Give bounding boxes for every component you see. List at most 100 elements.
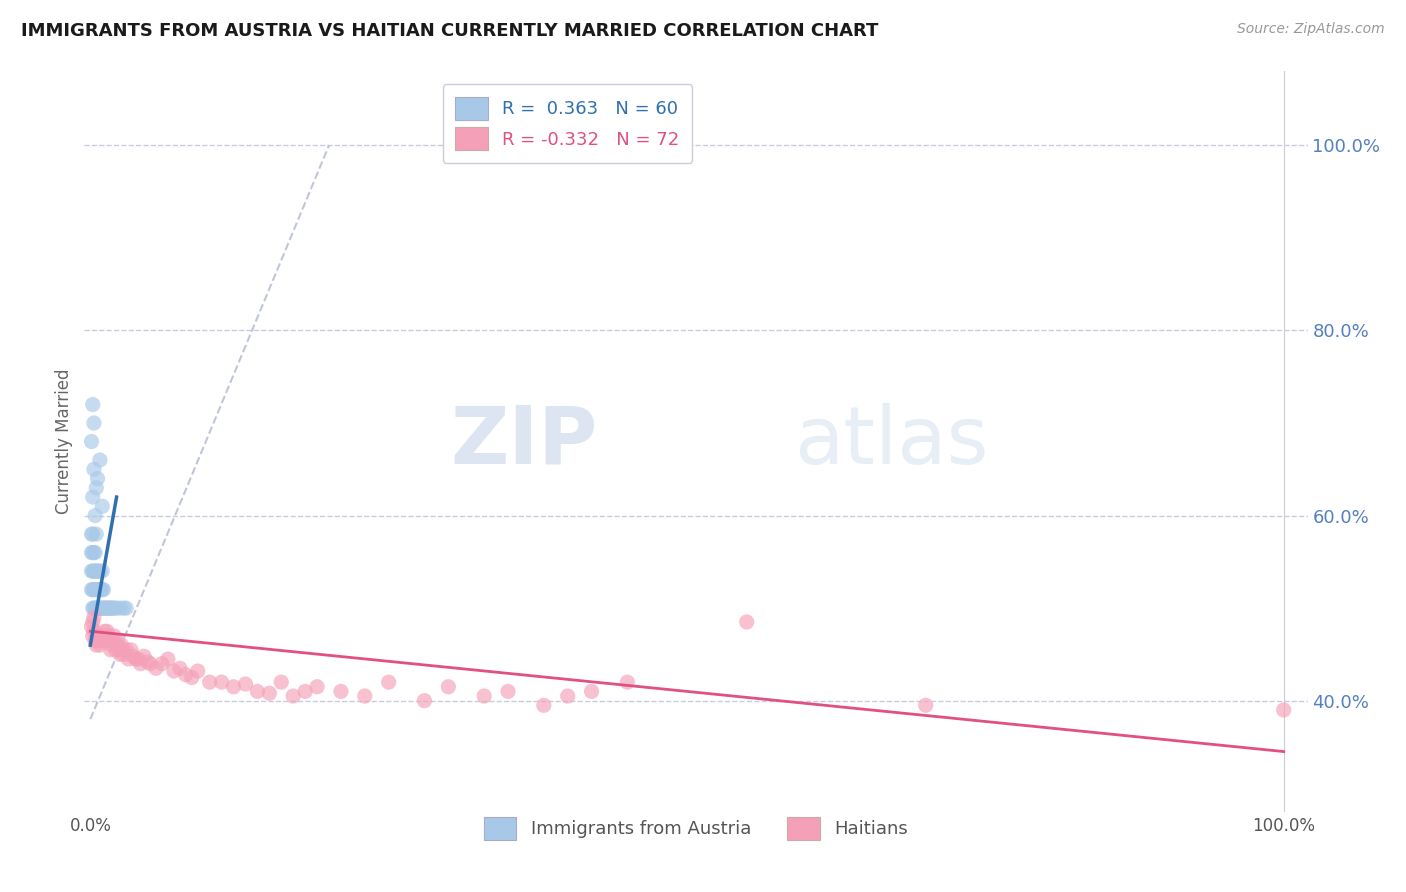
Point bbox=[97, 629, 120, 643]
Point bbox=[83, 624, 105, 639]
Point bbox=[100, 601, 122, 615]
Text: IMMIGRANTS FROM AUSTRIA VS HAITIAN CURRENTLY MARRIED CORRELATION CHART: IMMIGRANTS FROM AUSTRIA VS HAITIAN CURRE… bbox=[21, 22, 879, 40]
Point bbox=[93, 582, 115, 597]
Point bbox=[96, 601, 118, 615]
Point bbox=[80, 620, 103, 634]
Point bbox=[90, 582, 112, 597]
Point bbox=[82, 527, 104, 541]
Point bbox=[150, 657, 173, 671]
Point bbox=[87, 582, 110, 597]
Text: atlas: atlas bbox=[794, 402, 988, 481]
Point bbox=[101, 601, 124, 615]
Point bbox=[472, 689, 495, 703]
Point bbox=[270, 675, 292, 690]
Point bbox=[80, 434, 103, 449]
Point bbox=[89, 564, 111, 578]
Point bbox=[198, 675, 221, 690]
Point bbox=[83, 462, 105, 476]
Point bbox=[80, 564, 103, 578]
Point bbox=[129, 657, 152, 671]
Point bbox=[117, 652, 139, 666]
Point bbox=[84, 527, 107, 541]
Point bbox=[103, 601, 125, 615]
Point bbox=[84, 564, 107, 578]
Point bbox=[108, 648, 131, 662]
Point bbox=[94, 633, 117, 648]
Point bbox=[87, 633, 110, 648]
Point bbox=[496, 684, 519, 698]
Point bbox=[127, 652, 149, 666]
Point bbox=[96, 624, 118, 639]
Point bbox=[235, 677, 257, 691]
Point bbox=[187, 664, 209, 678]
Point bbox=[83, 545, 105, 560]
Point bbox=[93, 624, 115, 639]
Point bbox=[735, 615, 758, 629]
Point bbox=[93, 601, 115, 615]
Point bbox=[98, 601, 121, 615]
Y-axis label: Currently Married: Currently Married bbox=[55, 368, 73, 515]
Point bbox=[91, 582, 114, 597]
Point bbox=[329, 684, 352, 698]
Point bbox=[132, 649, 155, 664]
Point bbox=[108, 601, 131, 615]
Point bbox=[222, 680, 245, 694]
Point bbox=[115, 642, 138, 657]
Point bbox=[82, 398, 104, 412]
Point bbox=[110, 638, 132, 652]
Point bbox=[84, 481, 107, 495]
Point bbox=[100, 642, 122, 657]
Point bbox=[86, 472, 108, 486]
Point bbox=[105, 638, 128, 652]
Point bbox=[101, 633, 124, 648]
Point bbox=[86, 582, 108, 597]
Point bbox=[120, 642, 142, 657]
Point bbox=[97, 601, 120, 615]
Point bbox=[86, 601, 108, 615]
Point bbox=[84, 601, 107, 615]
Point bbox=[80, 545, 103, 560]
Point bbox=[94, 601, 117, 615]
Point bbox=[83, 601, 105, 615]
Point bbox=[616, 675, 638, 690]
Point bbox=[83, 564, 105, 578]
Point bbox=[82, 615, 104, 629]
Point bbox=[87, 564, 110, 578]
Point bbox=[87, 601, 110, 615]
Point bbox=[89, 582, 111, 597]
Point bbox=[294, 684, 316, 698]
Point bbox=[136, 655, 159, 669]
Point bbox=[211, 675, 233, 690]
Point bbox=[103, 629, 125, 643]
Text: Source: ZipAtlas.com: Source: ZipAtlas.com bbox=[1237, 22, 1385, 37]
Point bbox=[163, 664, 186, 678]
Point bbox=[533, 698, 555, 713]
Point bbox=[557, 689, 579, 703]
Point bbox=[83, 582, 105, 597]
Point bbox=[104, 642, 127, 657]
Point bbox=[90, 629, 112, 643]
Point bbox=[90, 601, 112, 615]
Point bbox=[180, 671, 202, 685]
Point bbox=[413, 694, 436, 708]
Point bbox=[108, 642, 131, 657]
Point bbox=[101, 638, 124, 652]
Point bbox=[91, 500, 114, 514]
Point bbox=[80, 527, 103, 541]
Point bbox=[246, 684, 269, 698]
Point bbox=[82, 629, 104, 643]
Point bbox=[112, 601, 135, 615]
Point bbox=[105, 601, 128, 615]
Point bbox=[145, 661, 167, 675]
Point bbox=[91, 633, 114, 648]
Point bbox=[80, 582, 103, 597]
Point bbox=[83, 416, 105, 430]
Point bbox=[86, 629, 108, 643]
Point bbox=[83, 610, 105, 624]
Point bbox=[84, 564, 107, 578]
Point bbox=[307, 680, 329, 694]
Point bbox=[437, 680, 460, 694]
Point bbox=[124, 652, 146, 666]
Text: ZIP: ZIP bbox=[451, 402, 598, 481]
Point bbox=[112, 648, 135, 662]
